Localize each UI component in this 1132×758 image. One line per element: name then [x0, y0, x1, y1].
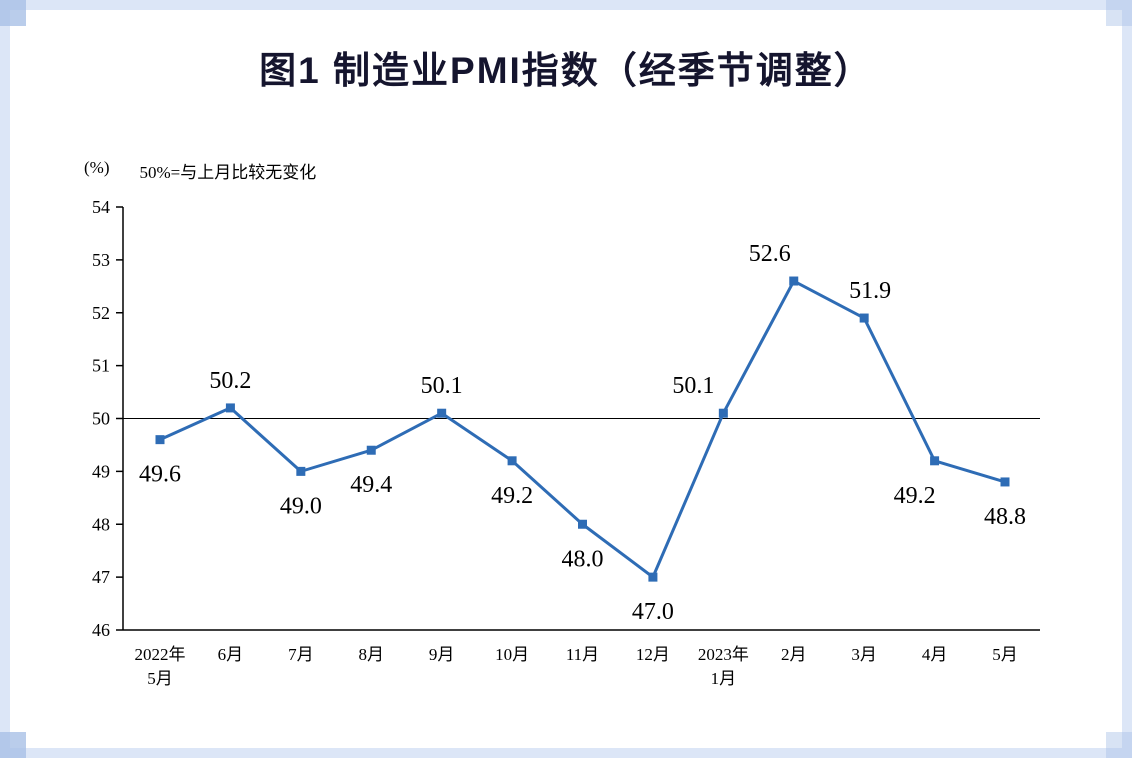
- data-point: [578, 519, 587, 529]
- pmi-line-chart: 46 47 48 49 50 51 52 53 54 2022年 5月 6月 7月 8月 9月 10月 11月 1…: [92, 197, 1040, 688]
- y-tick-label: 48: [92, 514, 110, 534]
- x-tick-label: 5月: [992, 645, 1018, 664]
- y-tick-label: 50: [92, 409, 110, 429]
- data-point: [930, 456, 940, 466]
- x-tick-label: 2023年: [698, 645, 749, 664]
- x-tick-label: 7月: [288, 645, 314, 664]
- x-tick-label: 1月: [711, 669, 737, 688]
- x-tick-label: 9月: [429, 645, 455, 664]
- corner-decoration: [0, 0, 26, 26]
- value-label: 50.2: [209, 368, 251, 394]
- data-point: [859, 313, 869, 323]
- value-label: 52.6: [749, 241, 791, 267]
- corner-decoration: [1106, 0, 1132, 26]
- data-point: [155, 435, 165, 445]
- data-point: [507, 456, 517, 466]
- data-point: [789, 276, 799, 286]
- value-label: 49.2: [894, 483, 936, 509]
- value-label: 49.0: [280, 493, 322, 519]
- data-point: [437, 408, 447, 418]
- baseline-note: 50%=与上月比较无变化: [139, 163, 317, 182]
- x-tick-label: 2022年: [135, 645, 186, 664]
- x-tick-label: 3月: [851, 645, 877, 664]
- value-label: 48.0: [562, 546, 604, 572]
- chart-meta-row: (%) 50%=与上月比较无变化: [84, 158, 316, 183]
- x-tick-label: 8月: [359, 645, 385, 664]
- data-point: [296, 466, 306, 476]
- y-tick-label: 49: [92, 461, 110, 481]
- data-point: [648, 572, 658, 582]
- y-tick-label: 46: [92, 620, 110, 640]
- value-label: 49.2: [491, 483, 533, 509]
- y-tick-label: 54: [92, 197, 110, 217]
- y-tick-label: 52: [92, 303, 110, 323]
- x-tick-label: 4月: [922, 645, 948, 664]
- data-point: [1000, 477, 1010, 487]
- value-label: 50.1: [421, 373, 463, 399]
- x-tick-label: 10月: [495, 645, 529, 664]
- value-label: 49.6: [139, 462, 181, 488]
- unit-label: (%): [84, 158, 110, 177]
- x-tick-label: 5月: [147, 669, 173, 688]
- chart-title: 图1 制造业PMI指数（经季节调整）: [259, 50, 873, 91]
- y-tick-label: 51: [92, 356, 110, 376]
- value-label: 51.9: [849, 278, 891, 304]
- value-label: 47.0: [632, 599, 674, 625]
- value-label: 50.1: [672, 373, 714, 399]
- x-tick-label: 12月: [636, 645, 670, 664]
- pmi-series-line: [158, 279, 1007, 579]
- value-label: 49.4: [350, 472, 392, 498]
- x-tick-label: 6月: [218, 645, 244, 664]
- data-point: [225, 403, 235, 413]
- y-tick-label: 47: [92, 567, 110, 587]
- data-point: [718, 408, 728, 418]
- x-tick-label: 2月: [781, 645, 807, 664]
- data-point: [366, 445, 376, 455]
- y-tick-label: 53: [92, 250, 110, 270]
- value-label: 48.8: [984, 504, 1026, 530]
- x-tick-label: 11月: [566, 645, 599, 664]
